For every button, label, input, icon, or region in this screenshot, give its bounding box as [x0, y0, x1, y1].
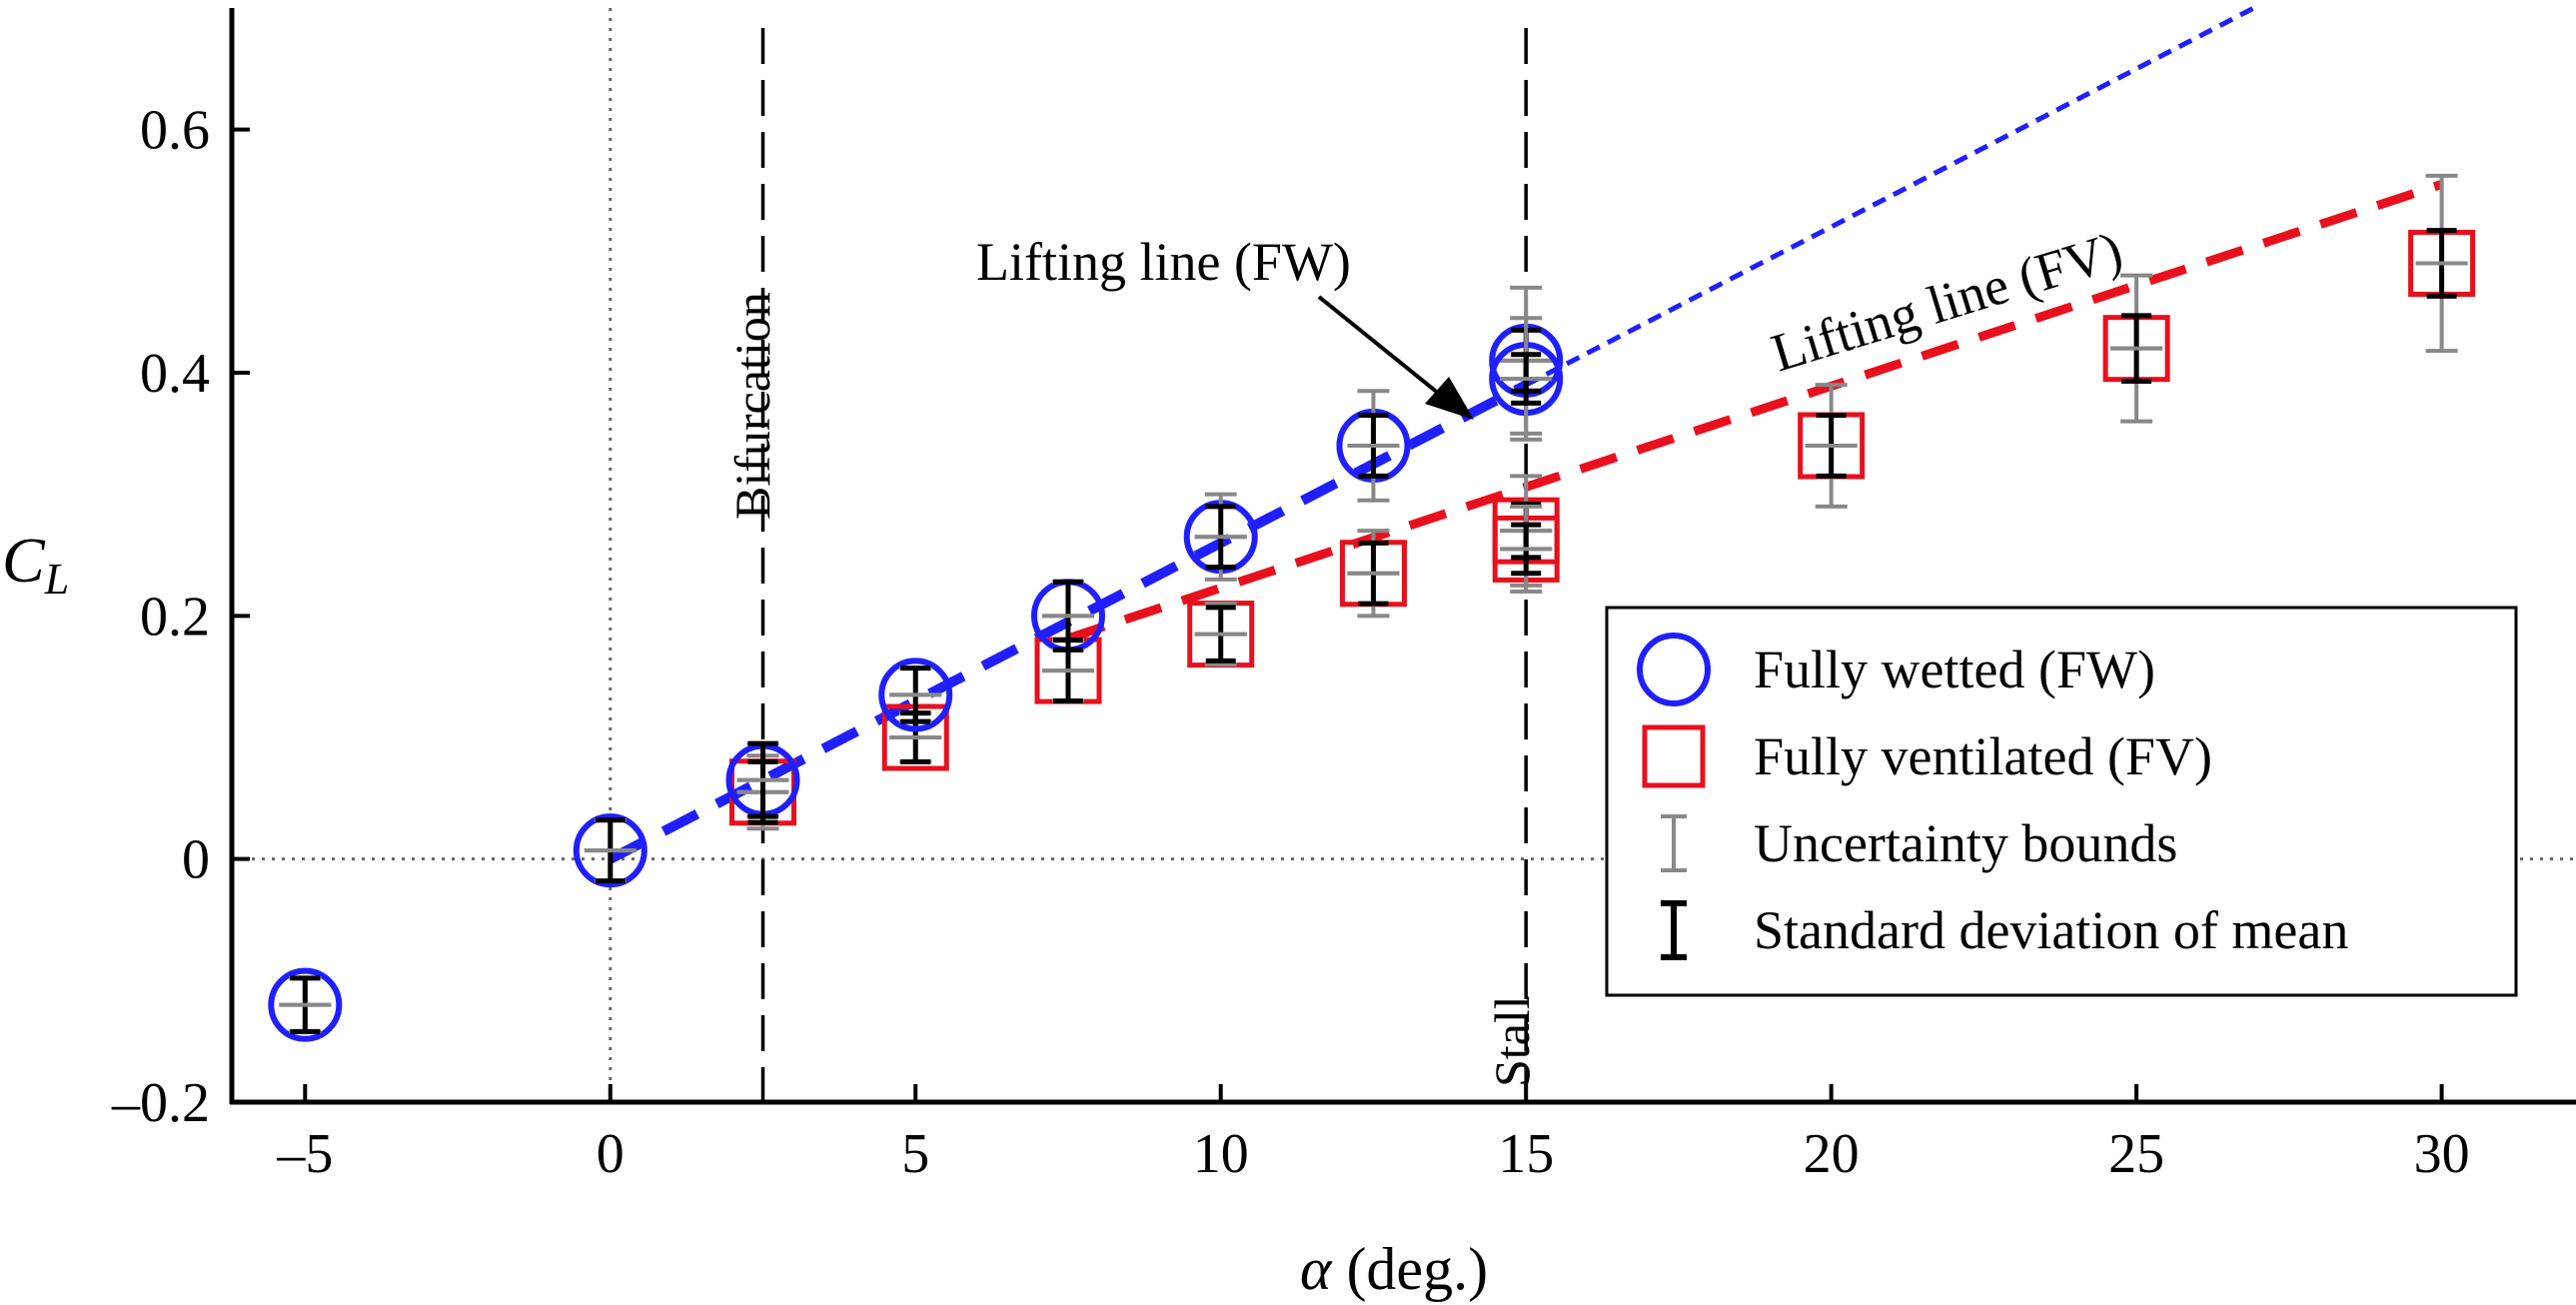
lifting-line-fv — [1066, 180, 2444, 644]
fv-std-bar — [1805, 413, 1858, 479]
fw-arrow-head — [1425, 377, 1474, 420]
legend-label: Standard deviation of mean — [1754, 900, 2348, 960]
fv-std-bar — [1500, 522, 1553, 577]
x-tick-label: 5 — [901, 1123, 929, 1185]
fw-arrow-shaft — [1317, 295, 1446, 400]
fw-std-bar — [1347, 413, 1400, 479]
x-tick-label: 15 — [1498, 1123, 1554, 1185]
x-tick-label: –5 — [276, 1123, 333, 1185]
fv-std-bar — [1194, 605, 1247, 663]
y-axis-label-main: C — [2, 525, 46, 596]
legend-label: Fully ventilated (FV) — [1754, 726, 2212, 786]
x-tick-label: 0 — [597, 1123, 625, 1185]
y-axis-label-sub: L — [44, 555, 69, 604]
fw-std-bar — [279, 975, 332, 1034]
lifting-line-fv-label: Lifting line (FV) — [1765, 220, 2129, 383]
fw-std-bar — [584, 817, 637, 884]
fw-std-bar — [736, 740, 789, 819]
legend-std-icon — [1661, 900, 1687, 960]
x-tick-label: 20 — [1804, 1123, 1860, 1185]
x-tick-label: 25 — [2108, 1123, 2164, 1185]
fw-circle-marker — [268, 967, 343, 1042]
reference-lines — [232, 8, 2576, 1102]
fw-circle-marker — [573, 813, 647, 888]
y-tick-label: –0.2 — [111, 1072, 210, 1134]
y-tick-label: 0.4 — [140, 343, 210, 405]
lifting-line-fw-label: Lifting line (FW) — [976, 232, 1351, 292]
x-axis-label: α (deg.) — [1300, 1236, 1488, 1302]
stall-label: Stall — [1484, 995, 1540, 1087]
axes: –5 0 5 10 15 20 25 30 –0.2 0 0.2 0.4 0.6 α (deg.) CL — [2, 8, 2576, 1302]
fv-std-bar — [1347, 540, 1400, 607]
bifurcation-label: Bifurcation — [724, 292, 780, 520]
fw-circle-marker — [878, 657, 953, 732]
x-axis-label-unit: (deg.) — [1331, 1236, 1488, 1302]
legend-box — [1605, 606, 2518, 997]
data-points — [268, 173, 2476, 1042]
fv-std-bar — [2415, 228, 2468, 299]
legend-label: Fully wetted (FW) — [1754, 640, 2155, 699]
legend-uncertainty-icon — [1661, 814, 1687, 872]
legend-circle-icon — [1637, 633, 1711, 706]
legend-label: Uncertainty bounds — [1754, 813, 2177, 873]
y-tick-label: 0.2 — [140, 586, 210, 648]
x-axis-label-symbol: α — [1300, 1236, 1333, 1302]
fw-std-bar — [1500, 352, 1553, 406]
y-tick-label: 0.6 — [140, 100, 210, 162]
x-tick-label: 30 — [2414, 1123, 2470, 1185]
fw-std-bar — [1194, 504, 1247, 571]
fw-std-bar — [889, 665, 942, 724]
legend: Fully wetted (FW) Fully ventilated (FV) Un… — [1605, 606, 2518, 997]
fw-std-bar — [1041, 579, 1094, 652]
x-tick-label: 10 — [1193, 1123, 1249, 1185]
fv-std-bar — [2110, 313, 2163, 385]
y-axis-label: CL — [2, 525, 69, 604]
legend-square-icon — [1642, 724, 1706, 788]
y-tick-label: 0 — [182, 829, 210, 891]
